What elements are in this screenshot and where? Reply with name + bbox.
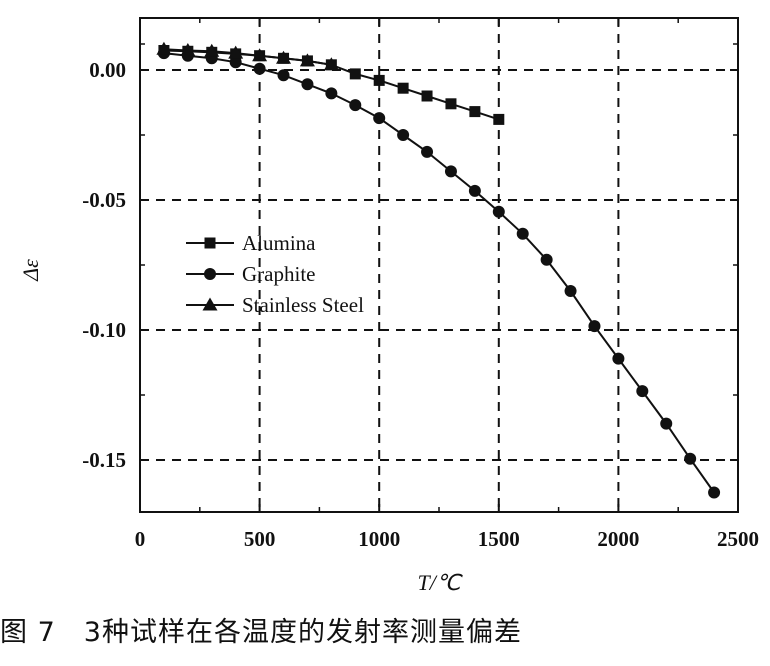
data-point-alumina [421,90,433,102]
data-point-stainless-steel [228,45,244,59]
y-tick-label: 0.00 [89,58,126,82]
data-point-graphite [468,184,481,197]
data-point-graphite [588,320,601,333]
data-point-graphite [492,205,505,218]
legend: Alumina Graphite Stainless Steel [186,231,364,317]
data-point-alumina [373,74,385,86]
x-tick-label: 0 [135,527,146,551]
data-point-graphite [349,99,362,112]
data-point-graphite [373,112,386,125]
data-point-graphite [229,56,242,69]
data-point-alumina [493,113,505,125]
series-group [156,41,721,499]
data-point-graphite [612,352,625,365]
data-point-graphite [660,417,673,430]
data-point-alumina [445,98,457,110]
x-tick-label: 2000 [597,527,639,551]
y-tick-label: -0.15 [82,448,126,472]
legend-marker-stainless-steel [202,297,218,311]
legend-label-alumina: Alumina [242,231,316,255]
legend-marker-alumina [204,237,216,249]
data-point-graphite [516,227,529,240]
data-point-stainless-steel [180,43,196,56]
y-tick-label: -0.05 [82,188,126,212]
data-point-graphite [253,62,266,75]
data-point-alumina [349,68,361,80]
grid [140,18,738,512]
legend-marker-graphite [204,268,216,280]
data-point-alumina [397,82,409,94]
data-point-stainless-steel [204,43,220,57]
data-point-graphite [277,69,290,82]
data-point-alumina [469,106,481,118]
y-tick-label: -0.10 [82,318,126,342]
x-axis-title: T/℃ [417,570,462,595]
x-tick-label: 500 [244,527,276,551]
series-stainless-steel [156,41,339,71]
data-point-stainless-steel [323,57,339,71]
data-point-stainless-steel [299,53,315,67]
y-axis-title: Δε [18,259,43,282]
data-point-graphite [684,452,697,465]
data-point-graphite [397,129,410,141]
data-point-stainless-steel [252,48,268,62]
legend-label-graphite: Graphite [242,262,315,286]
data-point-graphite [708,486,721,499]
x-tick-label: 2500 [717,527,759,551]
legend-label-stainless-steel: Stainless Steel [242,293,364,317]
data-point-graphite [421,145,434,158]
axis-ticks: 0 500 1000 1500 2000 2500 0.00 -0.05 -0.10 -0.15 [82,18,759,551]
plot-frame [139,17,739,513]
data-point-graphite [444,165,457,178]
x-tick-label: 1500 [478,527,520,551]
data-point-stainless-steel [276,50,292,64]
data-point-graphite [540,253,553,266]
data-point-graphite [301,78,314,91]
data-point-graphite [564,285,577,297]
chart: 0 500 1000 1500 2000 25000.00-0.05-0.10-0.15 … [18,17,759,595]
data-point-stainless-steel [156,41,172,55]
figure-caption: 图 7 3种试样在各温度的发射率测量偏差 [0,617,522,648]
data-point-graphite [325,87,338,100]
x-tick-label: 1000 [358,527,400,551]
data-point-graphite [636,385,649,398]
